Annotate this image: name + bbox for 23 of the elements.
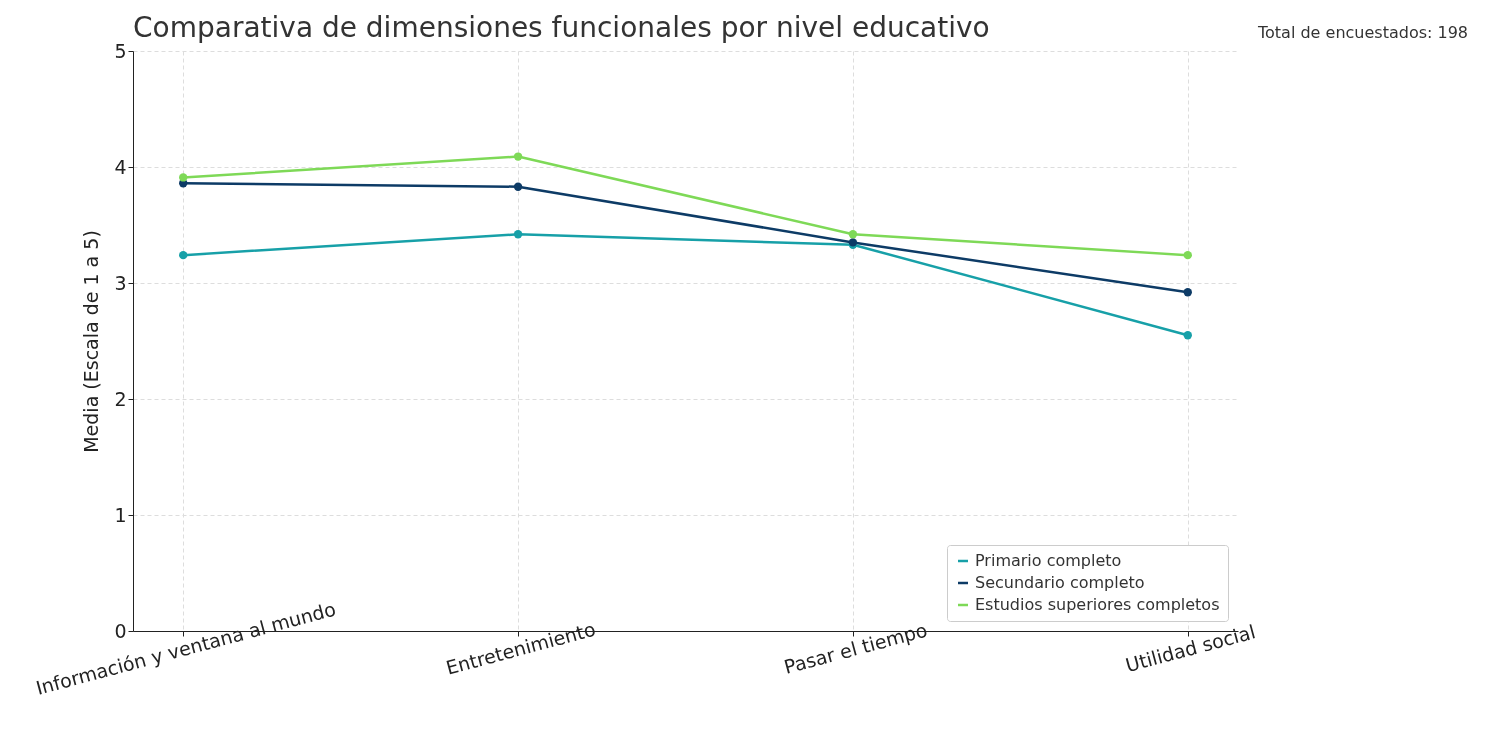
chart-title: Comparativa de dimensiones funcionales por nivel educativo (133, 11, 990, 44)
x-tick-label: Utilidad social (1123, 620, 1258, 677)
point (1183, 250, 1192, 260)
y-tick-label: 2 (114, 387, 127, 410)
y-tick-label: 3 (114, 271, 127, 294)
text: Total de encuestados: 198 (1257, 23, 1469, 42)
point (1183, 331, 1192, 340)
point (179, 173, 188, 182)
x-tick-label: Pasar el tiempo (781, 618, 930, 678)
legend-label: Secundario completo (975, 573, 1145, 592)
point (513, 182, 523, 191)
point (513, 152, 523, 161)
point (513, 230, 523, 239)
y-axis-title: Media (Escala de 1 a 5) (80, 230, 103, 453)
point (1183, 288, 1192, 297)
y-tick-label: 5 (114, 39, 127, 62)
legend-label: Primario completo (975, 551, 1122, 570)
y-tick-label: 4 (114, 155, 127, 178)
y-tick-label: 1 (114, 503, 127, 526)
point (179, 250, 188, 260)
y-tick-label: 0 (114, 619, 127, 642)
legend-label: Estudios superiores completos (975, 595, 1220, 614)
point (848, 230, 858, 239)
